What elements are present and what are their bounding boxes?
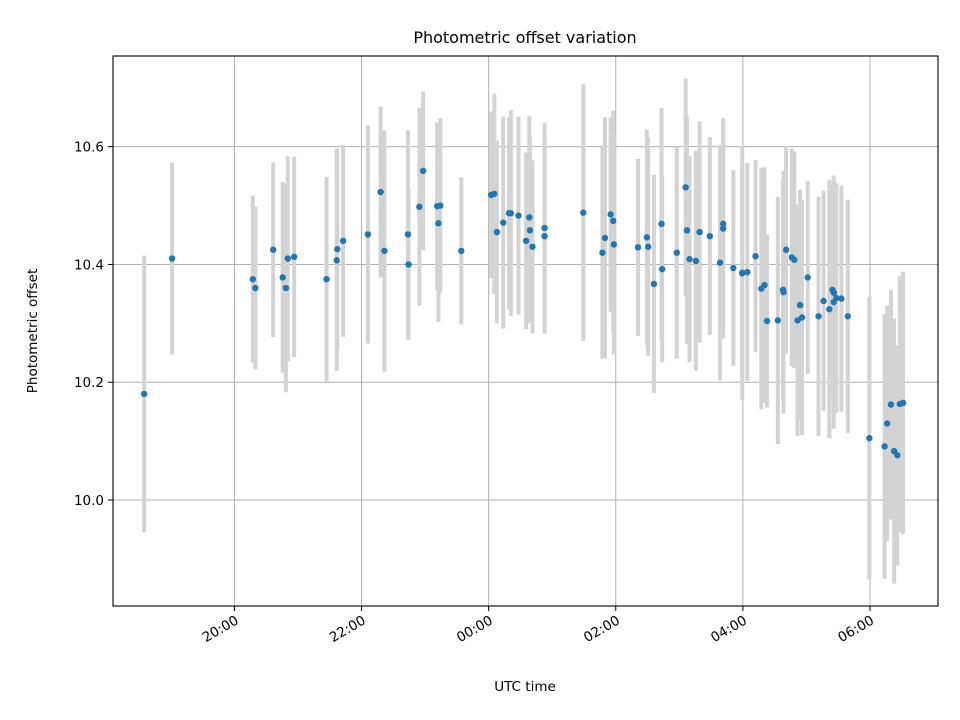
data-point bbox=[541, 224, 548, 232]
data-point bbox=[761, 281, 768, 289]
chart-title: Photometric offset variation bbox=[413, 28, 636, 47]
data-point bbox=[282, 284, 290, 292]
data-point bbox=[405, 261, 412, 268]
data-point bbox=[887, 401, 895, 408]
data-point bbox=[522, 237, 530, 245]
data-point bbox=[780, 288, 787, 296]
data-point bbox=[833, 294, 840, 302]
data-point bbox=[804, 274, 811, 281]
data-point bbox=[774, 317, 782, 324]
data-point bbox=[683, 227, 691, 234]
data-point bbox=[279, 274, 286, 281]
data-point bbox=[658, 220, 665, 228]
x-axis-label: UTC time bbox=[494, 679, 556, 695]
data-point bbox=[249, 275, 257, 283]
data-point bbox=[658, 265, 666, 273]
data-point bbox=[826, 306, 833, 313]
data-point bbox=[284, 255, 291, 262]
data-point bbox=[491, 190, 498, 197]
data-point bbox=[168, 255, 176, 262]
data-point bbox=[752, 253, 759, 260]
data-point bbox=[643, 234, 651, 241]
data-point bbox=[644, 243, 652, 250]
data-point bbox=[599, 249, 606, 256]
data-point bbox=[881, 443, 888, 450]
data-point bbox=[140, 390, 148, 398]
data-point bbox=[323, 275, 330, 283]
markers bbox=[140, 167, 907, 459]
data-point bbox=[820, 297, 827, 305]
y-tick-label: 10.4 bbox=[74, 257, 104, 273]
data-point bbox=[541, 232, 548, 240]
data-point bbox=[377, 188, 384, 196]
plot-frame bbox=[112, 55, 939, 607]
data-point bbox=[607, 211, 614, 218]
data-point bbox=[419, 167, 427, 175]
data-point bbox=[435, 220, 442, 227]
data-point bbox=[610, 241, 618, 248]
data-point bbox=[269, 246, 277, 253]
data-point bbox=[739, 270, 746, 277]
data-point bbox=[526, 227, 534, 234]
y-ticks: 10.0 10.2 10.4 10.6 bbox=[74, 140, 113, 509]
y-tick-label: 10.0 bbox=[74, 493, 104, 509]
data-point bbox=[866, 434, 873, 442]
data-point bbox=[334, 245, 341, 253]
data-point bbox=[763, 317, 771, 325]
data-point bbox=[673, 249, 680, 256]
data-point bbox=[815, 313, 822, 320]
data-point bbox=[696, 228, 703, 236]
data-point bbox=[333, 257, 340, 264]
data-point bbox=[782, 246, 790, 253]
data-point bbox=[252, 284, 259, 292]
data-point bbox=[634, 244, 642, 251]
data-point bbox=[458, 247, 465, 255]
data-point bbox=[686, 255, 693, 263]
data-point bbox=[339, 237, 347, 245]
data-point bbox=[500, 219, 507, 226]
data-point bbox=[838, 295, 845, 302]
y-axis-label: Photometric offset bbox=[25, 269, 41, 393]
data-point bbox=[493, 228, 501, 236]
data-point bbox=[744, 268, 751, 276]
data-point bbox=[364, 231, 372, 238]
data-point bbox=[796, 301, 804, 309]
data-point bbox=[899, 399, 907, 407]
data-point bbox=[692, 257, 700, 265]
data-point bbox=[791, 256, 798, 263]
data-point bbox=[610, 217, 617, 225]
data-point bbox=[290, 253, 298, 261]
data-point bbox=[706, 232, 714, 240]
y-tick-label: 10.6 bbox=[74, 140, 104, 156]
data-point bbox=[682, 184, 689, 191]
data-point bbox=[883, 420, 891, 427]
y-tick-label: 10.2 bbox=[74, 375, 104, 391]
data-point bbox=[529, 243, 536, 250]
data-point bbox=[381, 247, 388, 255]
data-point bbox=[730, 264, 737, 272]
data-point bbox=[894, 452, 901, 459]
data-point bbox=[798, 314, 806, 321]
data-point bbox=[601, 234, 609, 242]
data-point bbox=[404, 231, 412, 238]
data-point bbox=[830, 289, 837, 296]
data-point bbox=[719, 220, 727, 228]
data-point bbox=[716, 259, 724, 266]
data-point bbox=[515, 212, 522, 219]
data-point bbox=[580, 209, 587, 216]
data-point bbox=[719, 225, 727, 232]
data-point bbox=[507, 210, 515, 217]
data-point bbox=[844, 313, 851, 320]
data-point bbox=[526, 214, 533, 221]
data-point bbox=[437, 202, 444, 209]
data-point bbox=[650, 280, 658, 288]
data-point bbox=[416, 203, 423, 210]
